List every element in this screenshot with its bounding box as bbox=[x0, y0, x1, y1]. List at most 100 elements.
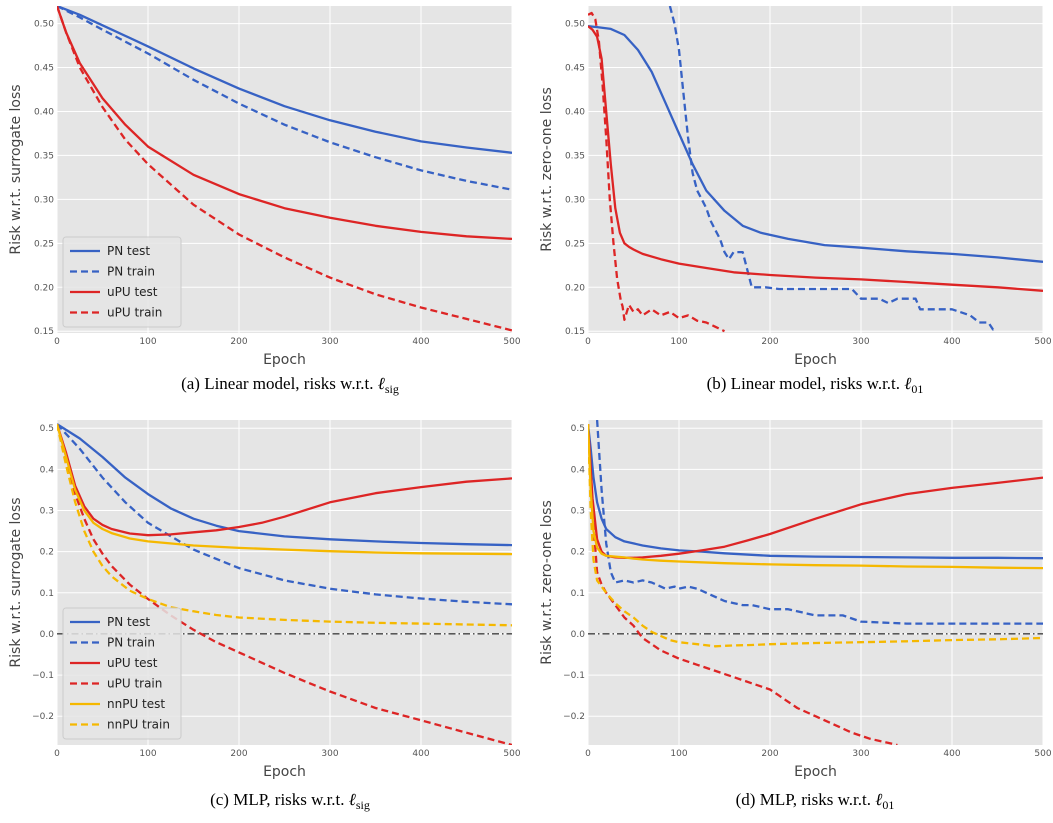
chart-panel-a: 0 100 200 300 400 500 0.15 0.20 0.25 0.30 0.35 0.40… bbox=[8, 6, 521, 396]
y-tick-label: 0.40 bbox=[565, 107, 585, 117]
y-axis-label: Risk w.r.t. surrogate loss bbox=[8, 84, 24, 254]
y-axis-label: Risk w.r.t. zero-one loss bbox=[539, 87, 555, 252]
series-line-nnpu-test bbox=[588, 424, 1043, 570]
y-tick-label: 0.2 bbox=[40, 548, 54, 558]
y-tick-label: 0.0 bbox=[571, 630, 586, 640]
y-tick-label: 0.30 bbox=[34, 195, 54, 205]
x-tick-label: 100 bbox=[670, 337, 687, 347]
y-tick-label: 0.20 bbox=[34, 283, 54, 293]
series-line-upu-test bbox=[57, 6, 512, 241]
x-tick-label: 500 bbox=[503, 337, 520, 347]
y-tick-label: 0.45 bbox=[34, 64, 54, 74]
panel-caption: (a) Linear model, risks w.r.t. ℓsig bbox=[181, 374, 399, 396]
y-tick-label: 0.30 bbox=[565, 195, 585, 205]
x-axis-label: Epoch bbox=[794, 764, 837, 780]
x-tick-label: 200 bbox=[761, 337, 778, 347]
y-tick-label: 0.50 bbox=[565, 20, 585, 30]
y-tick-label: 0.25 bbox=[565, 239, 585, 249]
x-tick-label: 200 bbox=[230, 337, 247, 347]
y-tick-label: −0.2 bbox=[563, 712, 585, 722]
legend-label: PN train bbox=[107, 636, 155, 650]
legend-label: PN test bbox=[107, 244, 150, 258]
series-line-pn-test bbox=[588, 423, 1043, 560]
x-tick-label: 400 bbox=[412, 337, 429, 347]
series-line-nnpu-train bbox=[57, 423, 512, 627]
x-tick-label: 300 bbox=[321, 337, 338, 347]
x-axis-label: Epoch bbox=[794, 352, 837, 368]
series-line-nnpu-test bbox=[57, 423, 512, 556]
x-tick-label: 0 bbox=[54, 749, 60, 759]
y-tick-label: −0.2 bbox=[32, 712, 54, 722]
y-tick-label: 0.45 bbox=[565, 64, 585, 74]
legend-label: PN test bbox=[107, 615, 150, 629]
y-tick-label: 0.0 bbox=[40, 630, 55, 640]
series-line-pn-test bbox=[588, 25, 1043, 263]
y-tick-label: 0.4 bbox=[40, 465, 55, 475]
y-tick-label: 0.20 bbox=[565, 283, 585, 293]
x-axis-label: Epoch bbox=[263, 352, 306, 368]
series-line-pn-train bbox=[57, 423, 512, 606]
x-axis-label: Epoch bbox=[263, 764, 306, 780]
y-axis-label: Risk w.r.t. surrogate loss bbox=[8, 497, 24, 667]
x-tick-label: 300 bbox=[852, 749, 869, 759]
y-tick-label: 0.3 bbox=[571, 507, 585, 517]
y-tick-label: −0.1 bbox=[32, 671, 54, 681]
legend-label: uPU train bbox=[107, 306, 162, 320]
panel-caption: (b) Linear model, risks w.r.t. ℓ01 bbox=[707, 374, 924, 396]
x-tick-label: 0 bbox=[585, 337, 591, 347]
series-line-pn-test bbox=[57, 6, 512, 154]
legend-label: uPU train bbox=[107, 677, 162, 691]
y-tick-label: 0.1 bbox=[571, 589, 585, 599]
legend-label: nnPU test bbox=[107, 697, 165, 711]
x-tick-label: 100 bbox=[139, 749, 156, 759]
plot-background bbox=[588, 6, 1043, 333]
y-tick-label: 0.4 bbox=[571, 465, 586, 475]
x-tick-label: 100 bbox=[139, 337, 156, 347]
y-tick-label: −0.1 bbox=[563, 671, 585, 681]
series-line-pn-train bbox=[595, 420, 1043, 625]
y-tick-label: 0.15 bbox=[565, 327, 585, 337]
legend-label: PN train bbox=[107, 265, 155, 279]
y-tick-label: 0.25 bbox=[34, 239, 54, 249]
x-tick-label: 400 bbox=[412, 749, 429, 759]
series-line-upu-train bbox=[57, 6, 512, 332]
panel-caption: (d) MLP, risks w.r.t. ℓ01 bbox=[736, 790, 895, 812]
x-tick-label: 200 bbox=[761, 749, 778, 759]
chart-panel-d: 0 100 200 300 400 500 −0.2 −0.1 0.0 0.1 0.2 0.3 0.4 0… bbox=[539, 420, 1052, 812]
y-tick-label: 0.5 bbox=[571, 424, 585, 434]
x-tick-label: 0 bbox=[54, 337, 60, 347]
legend-label: uPU test bbox=[107, 285, 158, 299]
x-tick-label: 400 bbox=[943, 749, 960, 759]
y-tick-label: 0.15 bbox=[34, 327, 54, 337]
series-line-pn-train bbox=[668, 6, 998, 331]
y-tick-label: 0.2 bbox=[571, 548, 585, 558]
y-tick-label: 0.40 bbox=[34, 107, 54, 117]
series-line-pn-test bbox=[57, 423, 512, 547]
y-tick-label: 0.5 bbox=[40, 424, 54, 434]
x-tick-label: 200 bbox=[230, 749, 247, 759]
panel-caption: (c) MLP, risks w.r.t. ℓsig bbox=[210, 790, 370, 812]
x-tick-label: 400 bbox=[943, 337, 960, 347]
legend: PN test PN train uPU test uPU train bbox=[62, 236, 182, 328]
series-line-upu-train bbox=[588, 11, 726, 333]
legend-label: nnPU train bbox=[107, 718, 170, 732]
x-tick-label: 100 bbox=[670, 749, 687, 759]
y-tick-label: 0.35 bbox=[565, 151, 585, 161]
x-tick-label: 0 bbox=[585, 749, 591, 759]
series-line-upu-train bbox=[57, 423, 512, 745]
x-tick-label: 300 bbox=[321, 749, 338, 759]
legend: PN test PN train uPU test uPU train nnPU tes… bbox=[62, 607, 182, 740]
x-tick-label: 500 bbox=[1034, 337, 1051, 347]
y-tick-label: 0.35 bbox=[34, 151, 54, 161]
x-tick-label: 300 bbox=[852, 337, 869, 347]
series-line-upu-test bbox=[57, 423, 512, 537]
y-tick-label: 0.3 bbox=[40, 507, 54, 517]
series-line-pn-train bbox=[57, 6, 512, 191]
series-line-upu-test bbox=[588, 25, 1043, 292]
series-line-nnpu-train bbox=[588, 424, 1043, 648]
plot-background bbox=[588, 420, 1043, 745]
y-axis-label: Risk w.r.t. zero-one loss bbox=[539, 500, 555, 665]
chart-panel-c: 0 100 200 300 400 500 −0.2 −0.1 0.0 0.1 0.2 0.3 0.4 0… bbox=[8, 420, 521, 812]
chart-panel-b: 0 100 200 300 400 500 0.15 0.20 0.25 0.30 0.35 0.40… bbox=[539, 6, 1052, 396]
